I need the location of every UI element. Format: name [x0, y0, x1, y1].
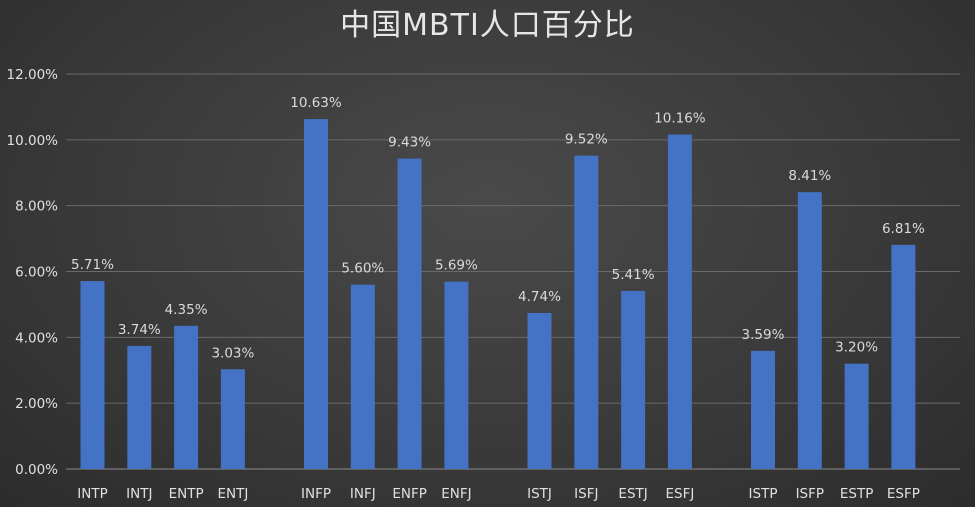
- bar: [444, 281, 469, 469]
- x-tick-label: INTP: [77, 486, 107, 502]
- y-tick-label: 2.00%: [15, 396, 58, 412]
- gridlines: [66, 73, 960, 470]
- bar: [797, 192, 822, 469]
- data-labels: 5.71% 3.74%4.35% 3.03% 10.63% 5.60% 9.43% 5.69…: [71, 95, 925, 361]
- x-tick-label: ISFP: [796, 486, 824, 502]
- data-label: 10.63%: [290, 95, 342, 111]
- chart-title: 中国MBTI人口百分比: [340, 8, 635, 43]
- y-tick-label: 10.00%: [7, 133, 59, 149]
- y-tick-label: 8.00%: [15, 199, 58, 215]
- data-label: 8.41%: [788, 168, 831, 184]
- x-tick-label: ESTJ: [618, 486, 647, 502]
- x-tick-label: INFP: [301, 486, 331, 502]
- x-axis-ticks: INTP INTJ ENTP ENTJ INFP INFJ ENFP ENFJ ISTJ ISFJ…: [77, 486, 920, 502]
- y-tick-label: 12.00%: [7, 67, 59, 83]
- x-tick-label: INTJ: [126, 486, 152, 502]
- bar: [844, 363, 869, 469]
- x-tick-label: ENFP: [392, 486, 427, 502]
- bar: [350, 284, 375, 469]
- x-tick-label: ISTP: [749, 486, 778, 502]
- x-tick-label: ENTP: [169, 486, 204, 502]
- bar: [527, 312, 552, 469]
- x-tick-label: ESFJ: [665, 486, 694, 502]
- y-tick-label: 0.00%: [15, 462, 58, 478]
- bar: [621, 290, 646, 469]
- data-label: 5.69%: [435, 258, 478, 274]
- data-label: 3.74%: [118, 322, 161, 338]
- bar: [667, 134, 692, 470]
- bar: [304, 119, 328, 470]
- x-tick-label: ISTJ: [527, 486, 552, 502]
- bar: [220, 369, 245, 469]
- data-label: 3.20%: [835, 340, 878, 356]
- data-label: 5.60%: [341, 261, 384, 277]
- bars: [80, 119, 916, 470]
- bar: [891, 244, 916, 469]
- x-tick-label: ESTP: [840, 486, 874, 502]
- y-axis-ticks: 0.00% 2.00% 4.00% 6.00% 8.00% 10.00% 12.00%: [7, 67, 59, 478]
- bar: [574, 155, 599, 469]
- data-label: 6.81%: [882, 221, 925, 237]
- x-tick-label: INFJ: [350, 486, 376, 502]
- y-tick-label: 4.00%: [15, 330, 58, 346]
- data-label: 5.41%: [612, 267, 655, 283]
- data-label: 10.16%: [654, 111, 706, 127]
- data-label: 9.43%: [388, 135, 431, 151]
- x-tick-label: ENTJ: [217, 486, 248, 502]
- data-label: 4.74%: [518, 289, 561, 305]
- x-tick-label: ESFP: [887, 486, 920, 502]
- data-label: 5.71%: [71, 257, 114, 273]
- bar: [127, 345, 152, 469]
- bar: [174, 325, 199, 469]
- data-label: 4.35%: [165, 302, 208, 318]
- data-label: 3.03%: [211, 345, 254, 361]
- x-tick-label: ISFJ: [574, 486, 598, 502]
- x-tick-label: ENFJ: [441, 486, 471, 502]
- bar: [80, 281, 105, 469]
- data-label: 9.52%: [565, 132, 608, 148]
- data-label: 3.59%: [742, 327, 785, 343]
- bar: [397, 158, 422, 470]
- y-tick-label: 6.00%: [15, 265, 58, 281]
- bar: [751, 350, 775, 469]
